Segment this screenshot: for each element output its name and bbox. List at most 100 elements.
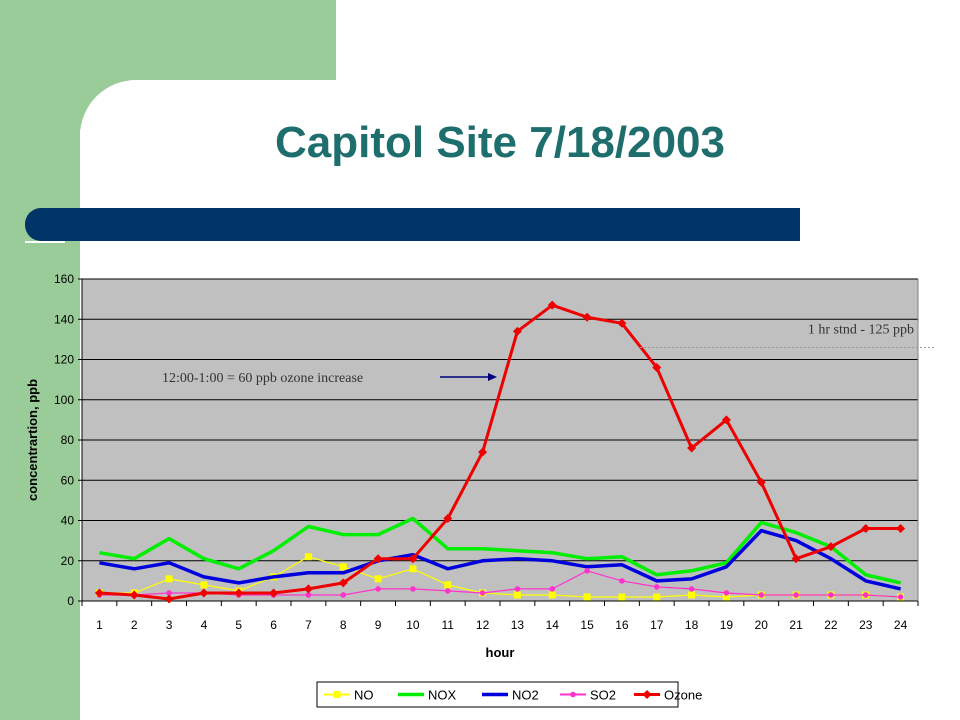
y-tick-label: 20 (61, 554, 75, 568)
data-point-so2 (166, 590, 172, 596)
legend: NO NOX NO2 SO2 Ozone (316, 681, 702, 708)
series-line-ozone (99, 303, 901, 601)
x-tick-label: 19 (720, 618, 734, 632)
data-point-so2 (758, 592, 765, 598)
y-tick-label: 120 (54, 353, 74, 367)
data-point-so2 (862, 592, 869, 598)
y-tick-label: 0 (67, 594, 74, 608)
data-point-no (688, 591, 696, 599)
x-tick-label: 14 (546, 618, 560, 632)
x-tick-label: 20 (755, 618, 769, 632)
data-point-ozone (269, 588, 279, 598)
y-tick-label: 160 (54, 272, 74, 286)
data-point-no (653, 593, 661, 601)
data-point-ozone (582, 312, 592, 322)
data-point-no (548, 591, 556, 599)
data-point-ozone (721, 415, 731, 425)
x-tick-label: 16 (615, 618, 629, 632)
legend-item-ozone: Ozone (634, 688, 702, 703)
x-tick-label: 15 (580, 618, 594, 632)
data-point-so2 (828, 592, 834, 598)
data-point-so2 (375, 586, 381, 592)
data-point-so2 (897, 594, 904, 600)
x-tick-label: 9 (375, 618, 382, 632)
legend-item-so2: SO2 (560, 688, 616, 703)
data-point-ozone (373, 554, 383, 564)
data-point-ozone (199, 588, 209, 598)
data-point-so2 (479, 590, 486, 596)
series-line-nox (99, 516, 901, 585)
data-point-ozone (478, 447, 488, 457)
y-tick-label: 100 (54, 393, 74, 407)
y-axis-title: concentrartion, ppb (25, 379, 40, 501)
y-tick-label: 60 (61, 473, 75, 487)
data-point-no (618, 593, 626, 601)
slide-title: Capitol Site 7/18/2003 (275, 118, 725, 167)
data-point-so2 (619, 578, 625, 584)
data-point-no (374, 575, 382, 583)
y-tick-label: 40 (61, 514, 75, 528)
data-point-so2 (723, 590, 730, 596)
x-tick-label: 12 (476, 618, 490, 632)
data-point-so2 (584, 568, 590, 574)
x-tick-label: 1 (96, 618, 103, 632)
series-line-no2 (99, 528, 901, 591)
data-point-ozone (512, 326, 522, 336)
data-point-ozone (164, 594, 174, 604)
x-tick-label: 6 (270, 618, 277, 632)
data-point-so2 (570, 691, 576, 698)
annotations: 1 hr stnd - 125 ppb 12:00-1:00 = 60 ppb o… (162, 322, 936, 386)
data-point-so2 (793, 592, 799, 598)
x-tick-label: 8 (340, 618, 347, 632)
series-ozone (94, 300, 906, 604)
y-tick-label: 140 (54, 312, 74, 326)
x-tick-label: 4 (201, 618, 208, 632)
x-tick-label: 7 (305, 618, 312, 632)
data-point-ozone (408, 554, 418, 564)
x-tick-label: 21 (789, 618, 803, 632)
data-point-ozone (129, 590, 139, 600)
x-tick-label: 22 (824, 618, 838, 632)
legend-label: NO (354, 688, 374, 703)
increase-label: 12:00-1:00 = 60 ppb ozone increase (162, 371, 363, 386)
y-tick-label: 80 (61, 433, 75, 447)
data-point-ozone (617, 318, 627, 328)
data-point-no (409, 565, 417, 573)
y-tick-labels: 0 20 40 60 80 100 120 140 160 (54, 272, 74, 608)
x-tick-label: 18 (685, 618, 699, 632)
data-point-no (165, 575, 173, 583)
data-point-so2 (340, 592, 347, 598)
data-point-no (304, 553, 312, 561)
legend-label: NO2 (512, 688, 539, 703)
legend-item-no2: NO2 (482, 688, 539, 703)
data-point-no (200, 581, 208, 589)
data-point-so2 (305, 592, 312, 598)
series-line-so2 (99, 570, 901, 598)
x-axis-title: hour (486, 645, 515, 660)
data-point-so2 (514, 586, 521, 592)
data-point-no (444, 581, 452, 589)
legend-label: Ozone (664, 688, 702, 703)
title-bar-notch (25, 241, 65, 243)
title-bar (25, 208, 800, 241)
x-tick-label: 3 (166, 618, 173, 632)
x-tick-label: 24 (894, 618, 908, 632)
x-tick-label: 10 (406, 618, 420, 632)
data-point-ozone (338, 578, 348, 588)
data-point-ozone (303, 584, 313, 594)
legend-item-nox: NOX (398, 688, 457, 703)
data-point-so2 (653, 584, 660, 590)
x-tick-label: 13 (511, 618, 525, 632)
data-point-ozone (94, 588, 104, 598)
series-group (94, 300, 906, 604)
standard-label: 1 hr stnd - 125 ppb (808, 322, 914, 337)
data-point-no (333, 691, 341, 698)
data-point-so2 (549, 586, 556, 592)
legend-item-no: NO (324, 688, 374, 703)
data-point-ozone (687, 443, 697, 453)
x-tick-label: 2 (131, 618, 138, 632)
data-point-ozone (443, 513, 453, 523)
legend-label: NOX (428, 688, 457, 703)
data-point-no (513, 591, 521, 599)
data-point-ozone (642, 690, 652, 699)
